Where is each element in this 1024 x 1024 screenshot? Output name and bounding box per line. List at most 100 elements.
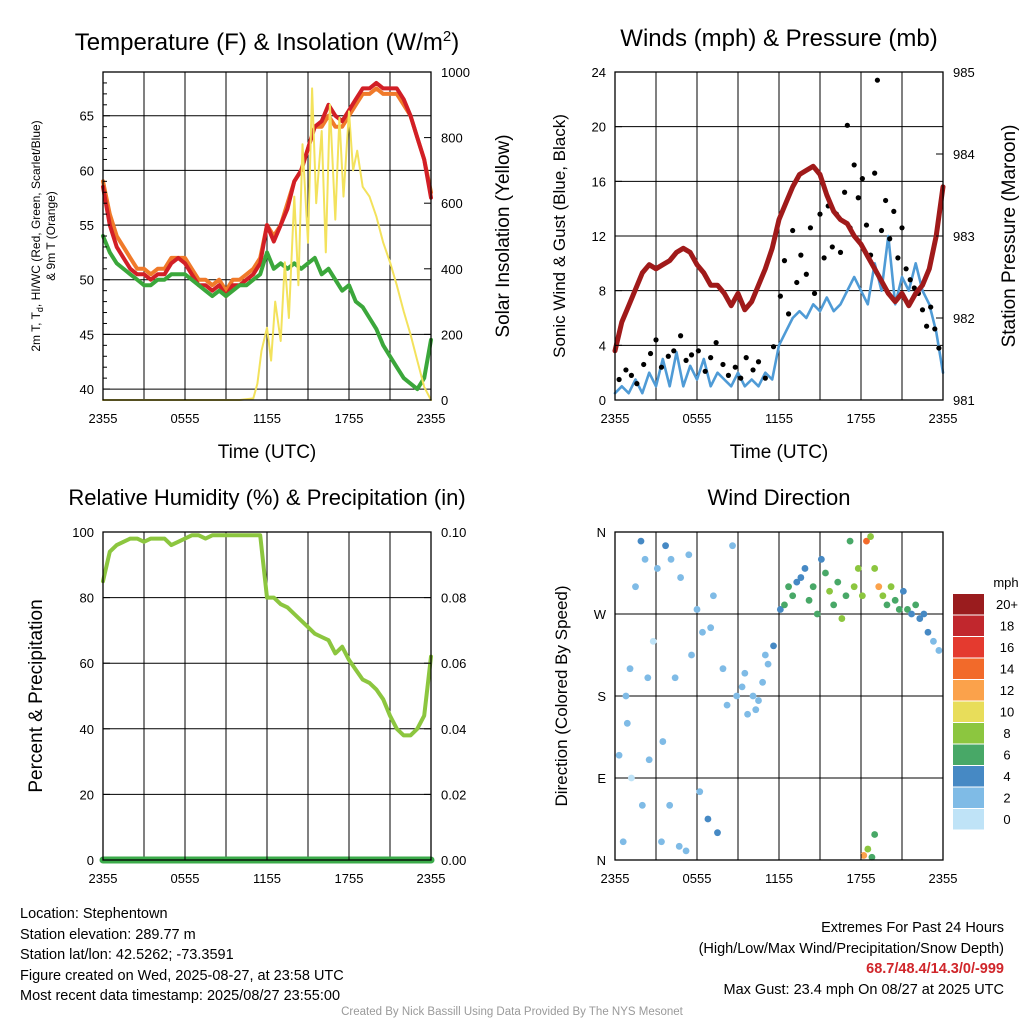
direction-point xyxy=(879,592,887,600)
direction-point xyxy=(871,831,879,838)
wind-grid xyxy=(615,72,943,400)
gust-point xyxy=(623,367,629,373)
direction-point xyxy=(693,606,701,613)
direction-point xyxy=(632,583,639,591)
legend-label: 6 xyxy=(1003,748,1010,763)
gust-point xyxy=(790,227,796,234)
gust-point xyxy=(844,122,850,128)
y-tick-label: 55 xyxy=(80,218,94,233)
extremes-title: Extremes For Past 24 Hours xyxy=(821,920,1004,936)
legend-swatch xyxy=(953,723,984,744)
y-tick-label: 40 xyxy=(80,722,94,737)
direction-point xyxy=(626,665,634,673)
direction-point xyxy=(781,601,788,609)
gust-point xyxy=(842,189,848,195)
gust-point xyxy=(863,222,870,228)
legend-swatch xyxy=(953,766,984,787)
created-text: Figure created on Wed, 2025-08-27, at 23… xyxy=(20,967,344,984)
extremes-info: Extremes For Past 24 Hours (High/Low/Max… xyxy=(699,918,1004,1000)
gust-point xyxy=(720,361,726,368)
x-tick-label: 0555 xyxy=(171,411,200,426)
temp-ylabel-line2: & 9m T (Orange) xyxy=(44,191,58,281)
gust-point xyxy=(628,372,635,378)
y-tick-label: 50 xyxy=(80,273,94,288)
direction-point xyxy=(904,606,911,613)
direction-point xyxy=(723,701,731,709)
direction-point xyxy=(729,542,736,550)
red-series-line xyxy=(101,80,433,299)
wdir-series xyxy=(615,533,943,861)
direction-point xyxy=(809,583,817,591)
direction-point xyxy=(875,583,883,591)
recent-text: Most recent data timestamp: 2025/08/27 2… xyxy=(20,988,341,1004)
gust-point xyxy=(777,293,783,299)
direction-point xyxy=(887,583,895,591)
y2-tick-label: 1000 xyxy=(441,65,470,80)
y-tick-label: 60 xyxy=(80,163,94,178)
gust-point xyxy=(647,350,654,357)
legend-label: 10 xyxy=(1000,705,1014,720)
gust-point xyxy=(732,364,738,370)
direction-point xyxy=(744,710,751,718)
gust-point xyxy=(817,211,823,217)
gust-point xyxy=(762,375,768,381)
x-tick-label: 0555 xyxy=(683,411,712,426)
direction-point xyxy=(838,615,846,622)
wdir-grid xyxy=(615,532,943,860)
y2-tick-label: 985 xyxy=(953,65,975,80)
gust-point xyxy=(928,304,934,310)
blue-series-line xyxy=(613,234,945,395)
direction-point xyxy=(645,756,653,764)
gust-point xyxy=(878,227,885,234)
legend-label: 8 xyxy=(1003,726,1010,741)
x-tick-label: 2355 xyxy=(601,411,630,426)
direction-point xyxy=(688,651,695,659)
direction-point xyxy=(710,592,717,600)
direction-point xyxy=(834,578,842,586)
wind-y2label: Station Pressure (Maroon) xyxy=(999,125,1020,348)
gust-point xyxy=(665,353,671,359)
gust-point xyxy=(683,357,689,363)
direction-point xyxy=(863,537,870,545)
wdir-ticks: 2355 0555 1155 1755 2355 N E S W N xyxy=(594,525,958,886)
direction-point xyxy=(801,565,809,572)
gust-point xyxy=(855,195,861,201)
gust-point xyxy=(932,326,938,332)
gust-point xyxy=(798,252,804,258)
direction-point xyxy=(761,651,769,659)
gust-point xyxy=(794,279,800,286)
y-tick-label: 0 xyxy=(599,393,606,408)
x-tick-label: 2355 xyxy=(417,871,446,886)
direction-point xyxy=(685,551,693,559)
maroon-series-line xyxy=(612,163,946,354)
x-tick-label: 2355 xyxy=(929,411,958,426)
y2-tick-label: 0.08 xyxy=(441,591,466,606)
direction-point xyxy=(912,601,920,609)
temp-ticks: 2355 0555 1155 1755 2355 40 45 50 55 60 65 0 200 400 6… xyxy=(80,65,470,426)
y2-tick-label: 0 xyxy=(441,393,448,408)
gust-point xyxy=(907,277,913,283)
direction-point xyxy=(908,610,915,618)
gust-point xyxy=(891,208,897,214)
y-tick-label: W xyxy=(594,607,607,622)
x-tick-label: 0555 xyxy=(171,871,200,886)
direction-point xyxy=(813,610,821,618)
direction-point xyxy=(899,587,907,595)
gust-point xyxy=(936,345,942,351)
gust-point xyxy=(785,311,792,317)
gust-point xyxy=(829,244,835,250)
speed-legend: mph 20+ 18 16 14 12 10 8 6 4 2 0 xyxy=(953,575,1019,830)
temp-y2label: Solar Insolation (Yellow) xyxy=(493,134,514,337)
legend-swatch xyxy=(953,615,984,636)
direction-point xyxy=(667,555,675,563)
direction-point xyxy=(930,637,937,645)
x-tick-label: 1155 xyxy=(765,871,793,886)
direction-point xyxy=(871,565,879,572)
x-tick-label: 2355 xyxy=(929,871,958,886)
gust-point xyxy=(641,361,647,368)
y2-tick-label: 982 xyxy=(953,311,975,326)
gust-point xyxy=(895,255,901,261)
y2-tick-label: 983 xyxy=(953,229,975,244)
direction-point xyxy=(659,738,667,745)
legend-swatch xyxy=(953,787,984,808)
